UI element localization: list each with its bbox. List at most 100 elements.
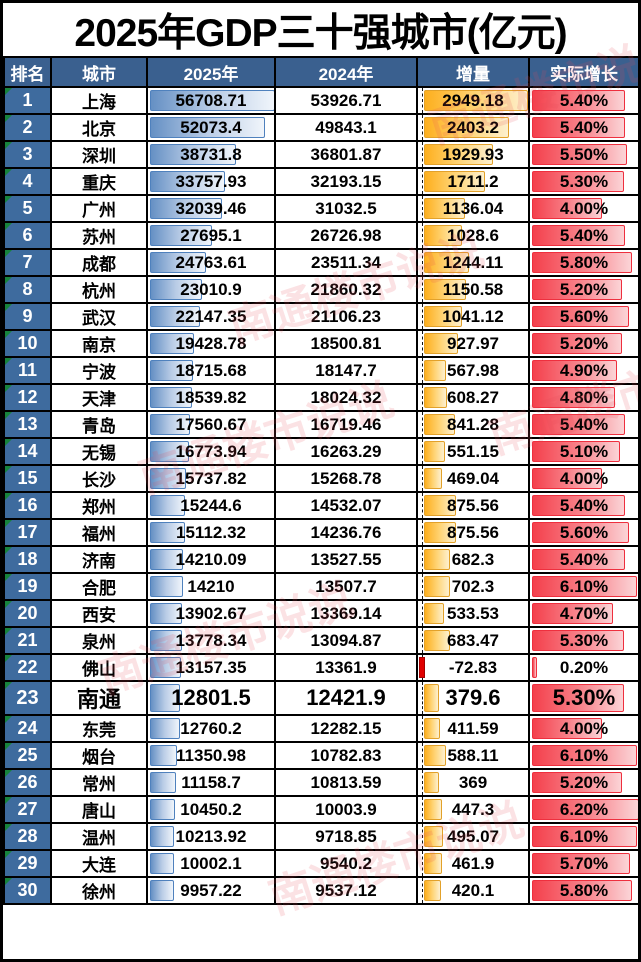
growth-cell: 5.80% xyxy=(528,248,638,277)
table-row: 6 苏州 27695.1 26726.98 1028.6 5.40% xyxy=(3,221,638,250)
growth-databar xyxy=(532,117,626,138)
gdp-2025-databar xyxy=(150,117,266,138)
gdp-2025-cell: 16773.94 xyxy=(146,437,276,466)
gdp-2025-databar xyxy=(150,718,180,739)
table-row: 19 合肥 14210 13507.7 702.3 6.10% xyxy=(3,572,638,601)
delta-cell: 447.3 xyxy=(416,795,530,824)
table-row: 25 烟台 11350.98 10782.83 588.11 6.10% xyxy=(3,741,638,770)
delta-cell: 1028.6 xyxy=(416,221,530,250)
gdp-2025-databar xyxy=(150,360,193,381)
rank-cell: 30 xyxy=(3,876,52,905)
growth-databar xyxy=(532,333,622,354)
delta-databar xyxy=(424,441,446,462)
city-cell: 成都 xyxy=(50,248,148,277)
city-cell: 苏州 xyxy=(50,221,148,250)
delta-negative-databar xyxy=(419,657,425,678)
table-row: 24 东莞 12760.2 12282.15 411.59 4.00% xyxy=(3,714,638,743)
city-cell: 青岛 xyxy=(50,410,148,439)
rank-cell: 5 xyxy=(3,194,52,223)
growth-databar xyxy=(532,576,637,597)
delta-cell: 420.1 xyxy=(416,876,530,905)
gdp-2024-cell: 16719.46 xyxy=(274,410,418,439)
delta-cell: 608.27 xyxy=(416,383,530,412)
gdp-2025-databar xyxy=(150,90,273,111)
growth-databar xyxy=(532,495,626,516)
rank-cell: 7 xyxy=(3,248,52,277)
gdp-2025-databar xyxy=(150,745,177,766)
gdp-2025-databar xyxy=(150,880,174,901)
growth-databar xyxy=(532,279,622,300)
growth-cell: 5.40% xyxy=(528,491,638,520)
gdp-2025-databar xyxy=(150,799,175,820)
rank-cell: 1 xyxy=(3,86,52,115)
growth-cell: 5.60% xyxy=(528,302,638,331)
growth-cell: 4.90% xyxy=(528,356,638,385)
gdp-2025-databar xyxy=(150,603,183,624)
gdp-2024-cell: 18024.32 xyxy=(274,383,418,412)
growth-databar xyxy=(532,630,624,651)
table-row: 10 南京 19428.78 18500.81 927.97 5.20% xyxy=(3,329,638,358)
gdp-2025-cell: 19428.78 xyxy=(146,329,276,358)
growth-cell: 5.10% xyxy=(528,437,638,466)
delta-databar xyxy=(424,576,451,597)
delta-databar xyxy=(424,171,486,192)
growth-cell: 5.40% xyxy=(528,410,638,439)
gdp-2024-cell: 14532.07 xyxy=(274,491,418,520)
delta-databar xyxy=(424,684,440,712)
delta-cell: 588.11 xyxy=(416,741,530,770)
delta-cell: 411.59 xyxy=(416,714,530,743)
delta-databar xyxy=(424,603,445,624)
gdp-2025-cell: 27695.1 xyxy=(146,221,276,250)
gdp-2024-cell: 10782.83 xyxy=(274,741,418,770)
rank-cell: 20 xyxy=(3,599,52,628)
table-row: 16 郑州 15244.6 14532.07 875.56 5.40% xyxy=(3,491,638,520)
rank-cell: 3 xyxy=(3,140,52,169)
gdp-2025-databar xyxy=(150,441,189,462)
gdp-2024-cell: 9537.12 xyxy=(274,876,418,905)
gdp-2024-cell: 15268.78 xyxy=(274,464,418,493)
rank-cell: 21 xyxy=(3,626,52,655)
gdp-2025-cell: 11158.7 xyxy=(146,768,276,797)
rank-cell: 26 xyxy=(3,768,52,797)
gdp-2024-cell: 14236.76 xyxy=(274,518,418,547)
table-row: 30 徐州 9957.22 9537.12 420.1 5.80% xyxy=(3,876,638,905)
city-cell: 武汉 xyxy=(50,302,148,331)
gdp-2024-cell: 13527.55 xyxy=(274,545,418,574)
delta-cell: 1244.11 xyxy=(416,248,530,277)
table-row: 4 重庆 33757.93 32193.15 1711.2 5.30% xyxy=(3,167,638,196)
delta-cell: 1150.58 xyxy=(416,275,530,304)
column-header-city: 城市 xyxy=(50,56,148,88)
gdp-2025-cell: 10213.92 xyxy=(146,822,276,851)
gdp-2025-databar xyxy=(150,144,237,165)
delta-cell: 533.53 xyxy=(416,599,530,628)
rank-cell: 11 xyxy=(3,356,52,385)
gdp-2025-databar xyxy=(150,306,201,327)
header-row: 排名 城市 2025年 2024年 增量 实际增长 xyxy=(3,56,638,88)
city-cell: 东莞 xyxy=(50,714,148,743)
growth-cell: 6.10% xyxy=(528,741,638,770)
delta-cell: 1929.93 xyxy=(416,140,530,169)
growth-cell: 5.30% xyxy=(528,167,638,196)
delta-cell: -72.83 xyxy=(416,653,530,682)
city-cell: 南京 xyxy=(50,329,148,358)
city-cell: 福州 xyxy=(50,518,148,547)
gdp-2025-databar xyxy=(150,576,183,597)
city-cell: 常州 xyxy=(50,768,148,797)
growth-cell: 5.30% xyxy=(528,626,638,655)
delta-cell: 702.3 xyxy=(416,572,530,601)
gdp-2024-cell: 18500.81 xyxy=(274,329,418,358)
table-row: 21 泉州 13778.34 13094.87 683.47 5.30% xyxy=(3,626,638,655)
city-cell: 深圳 xyxy=(50,140,148,169)
delta-databar xyxy=(424,144,493,165)
gdp-2025-databar xyxy=(150,279,203,300)
gdp-2024-cell: 13094.87 xyxy=(274,626,418,655)
gdp-2025-cell: 32039.46 xyxy=(146,194,276,223)
growth-databar xyxy=(532,684,624,712)
gdp-2025-databar xyxy=(150,225,213,246)
growth-cell: 6.10% xyxy=(528,572,638,601)
city-cell: 济南 xyxy=(50,545,148,574)
growth-databar xyxy=(532,826,637,847)
gdp-2025-databar xyxy=(150,414,191,435)
growth-databar xyxy=(532,360,617,381)
gdp-2025-databar xyxy=(150,657,181,678)
